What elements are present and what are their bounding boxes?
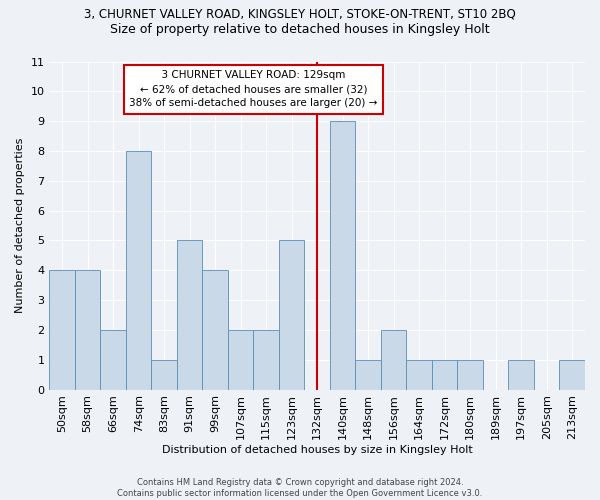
Text: Size of property relative to detached houses in Kingsley Holt: Size of property relative to detached ho…	[110, 22, 490, 36]
Bar	[457, 360, 483, 390]
Bar	[75, 270, 100, 390]
Text: 3, CHURNET VALLEY ROAD, KINGSLEY HOLT, STOKE-ON-TRENT, ST10 2BQ: 3, CHURNET VALLEY ROAD, KINGSLEY HOLT, S…	[84, 8, 516, 20]
Bar	[381, 330, 406, 390]
Text: Contains HM Land Registry data © Crown copyright and database right 2024.
Contai: Contains HM Land Registry data © Crown c…	[118, 478, 482, 498]
Bar	[228, 330, 253, 390]
Bar	[355, 360, 381, 390]
Bar	[253, 330, 279, 390]
Bar	[432, 360, 457, 390]
Bar	[559, 360, 585, 390]
Bar	[202, 270, 228, 390]
Bar	[126, 151, 151, 390]
Bar	[151, 360, 177, 390]
Bar	[279, 240, 304, 390]
Bar	[177, 240, 202, 390]
Bar	[330, 121, 355, 390]
Y-axis label: Number of detached properties: Number of detached properties	[15, 138, 25, 313]
Text: 3 CHURNET VALLEY ROAD: 129sqm  
← 62% of detached houses are smaller (32)
38% of: 3 CHURNET VALLEY ROAD: 129sqm ← 62% of d…	[129, 70, 377, 108]
Bar	[100, 330, 126, 390]
X-axis label: Distribution of detached houses by size in Kingsley Holt: Distribution of detached houses by size …	[162, 445, 473, 455]
Bar	[406, 360, 432, 390]
Bar	[49, 270, 75, 390]
Bar	[508, 360, 534, 390]
